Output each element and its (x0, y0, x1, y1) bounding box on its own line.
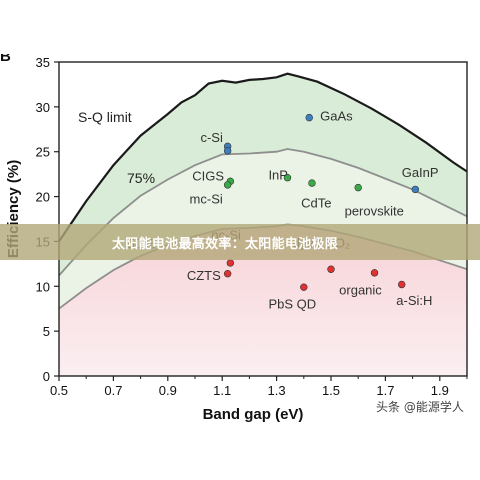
curve-label-1: 75% (127, 170, 155, 186)
data-point-perovskite (354, 183, 362, 192)
y-tick-label-1: 5 (43, 324, 50, 339)
point-label-gainp: GaInP (402, 165, 439, 180)
data-point-mc-si (223, 181, 232, 189)
data-point-gainp (411, 185, 420, 194)
curve-75-line (58, 148, 468, 277)
point-label-cigs: CIGS (192, 168, 224, 183)
x-tick-label-2: 0.9 (159, 383, 177, 398)
point-label-inp: InP (268, 168, 288, 183)
data-point-unlabeled-2 (223, 147, 232, 155)
point-label-mc-si: mc-Si (190, 192, 223, 207)
data-point-gaas (305, 113, 313, 122)
x-tick-label-0: 0.5 (50, 383, 68, 398)
data-point-inp (283, 174, 292, 182)
data-point-organic (370, 269, 379, 277)
band-below-50 (59, 224, 467, 376)
panel-letter: B (0, 54, 11, 65)
caption-banner: 太阳能电池最高效率：太阳能电池极限 (0, 224, 480, 260)
caption-text: 太阳能电池最高效率：太阳能电池极限 (112, 236, 339, 252)
sq-limit-line (58, 72, 468, 243)
data-point-cdte (308, 179, 316, 187)
data-point-czts (223, 270, 232, 278)
x-tick-label-7: 1.9 (431, 383, 449, 398)
data-point-pbs-qd (300, 283, 308, 291)
x-tick-label-5: 1.5 (322, 383, 340, 398)
y-tick-label-0: 0 (43, 369, 50, 384)
plot-frame (58, 61, 468, 377)
point-label-organic: organic (339, 282, 382, 297)
watermark: 头条 @能源学人 (376, 400, 464, 414)
x-tick-label-3: 1.1 (213, 383, 231, 398)
curve-label-0: S-Q limit (78, 109, 132, 125)
y-tick-label-7: 35 (36, 55, 50, 70)
data-point-a-si-h (398, 280, 406, 289)
y-tick-label-4: 20 (36, 190, 50, 205)
data-point-unlabeled-9 (226, 259, 235, 267)
point-label-perovskite: perovskite (345, 203, 404, 218)
point-label-a-si-h: a-Si:H (396, 293, 432, 308)
point-label-czts: CZTS (187, 268, 221, 283)
x-axis-label: Band gap (eV) (203, 406, 304, 423)
point-label-pbs-qd: PbS QD (268, 297, 316, 312)
x-tick-label-1: 0.7 (104, 383, 122, 398)
x-tick-label-4: 1.3 (268, 383, 286, 398)
data-point-unlabeled-12 (327, 265, 335, 273)
point-label-c-si: c-Si (200, 130, 223, 145)
y-tick-label-5: 25 (36, 145, 50, 160)
point-label-gaas: GaAs (320, 108, 353, 123)
x-tick-label-6: 1.7 (376, 383, 394, 398)
y-tick-label-6: 30 (36, 100, 50, 115)
point-label-cdte: CdTe (301, 195, 331, 210)
y-tick-label-2: 10 (36, 279, 50, 294)
